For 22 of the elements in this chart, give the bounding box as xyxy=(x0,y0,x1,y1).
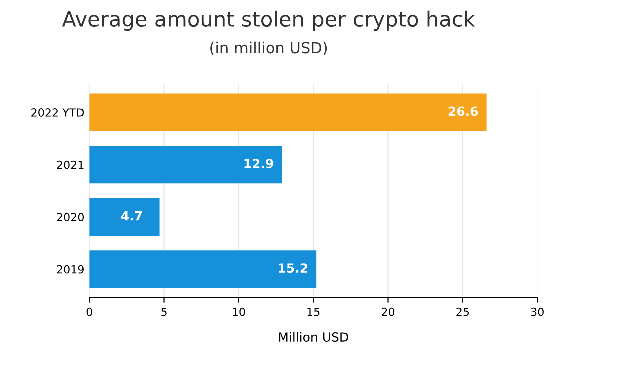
data-label: 15.2 xyxy=(279,264,308,274)
x-axis-title: Million USD xyxy=(279,332,348,342)
chart-subtitle: (in million USD) xyxy=(210,42,328,56)
x-tick-label: 0 xyxy=(86,308,92,316)
bar xyxy=(90,250,317,288)
x-tick-label: 5 xyxy=(162,308,167,316)
y-tick-label: 2021 xyxy=(57,160,84,170)
x-tick-label: 10 xyxy=(233,308,246,316)
x-tick-label: 15 xyxy=(308,308,320,316)
data-label: 12.9 xyxy=(244,159,274,168)
data-label: 4.7 xyxy=(121,211,142,221)
x-tick-label: 25 xyxy=(456,308,470,316)
chart-title: Average amount stolen per crypto hack xyxy=(62,10,476,32)
x-tick-label: 30 xyxy=(531,308,544,316)
y-tick-label: 2022 YTD xyxy=(32,108,84,117)
y-tick-label: 2019 xyxy=(57,265,84,274)
x-tick-label: 20 xyxy=(382,308,395,316)
bar xyxy=(90,146,282,184)
data-label: 26.6 xyxy=(448,106,478,116)
y-tick-label: 2020 xyxy=(57,213,84,222)
bar xyxy=(90,198,160,236)
bar xyxy=(90,94,487,132)
